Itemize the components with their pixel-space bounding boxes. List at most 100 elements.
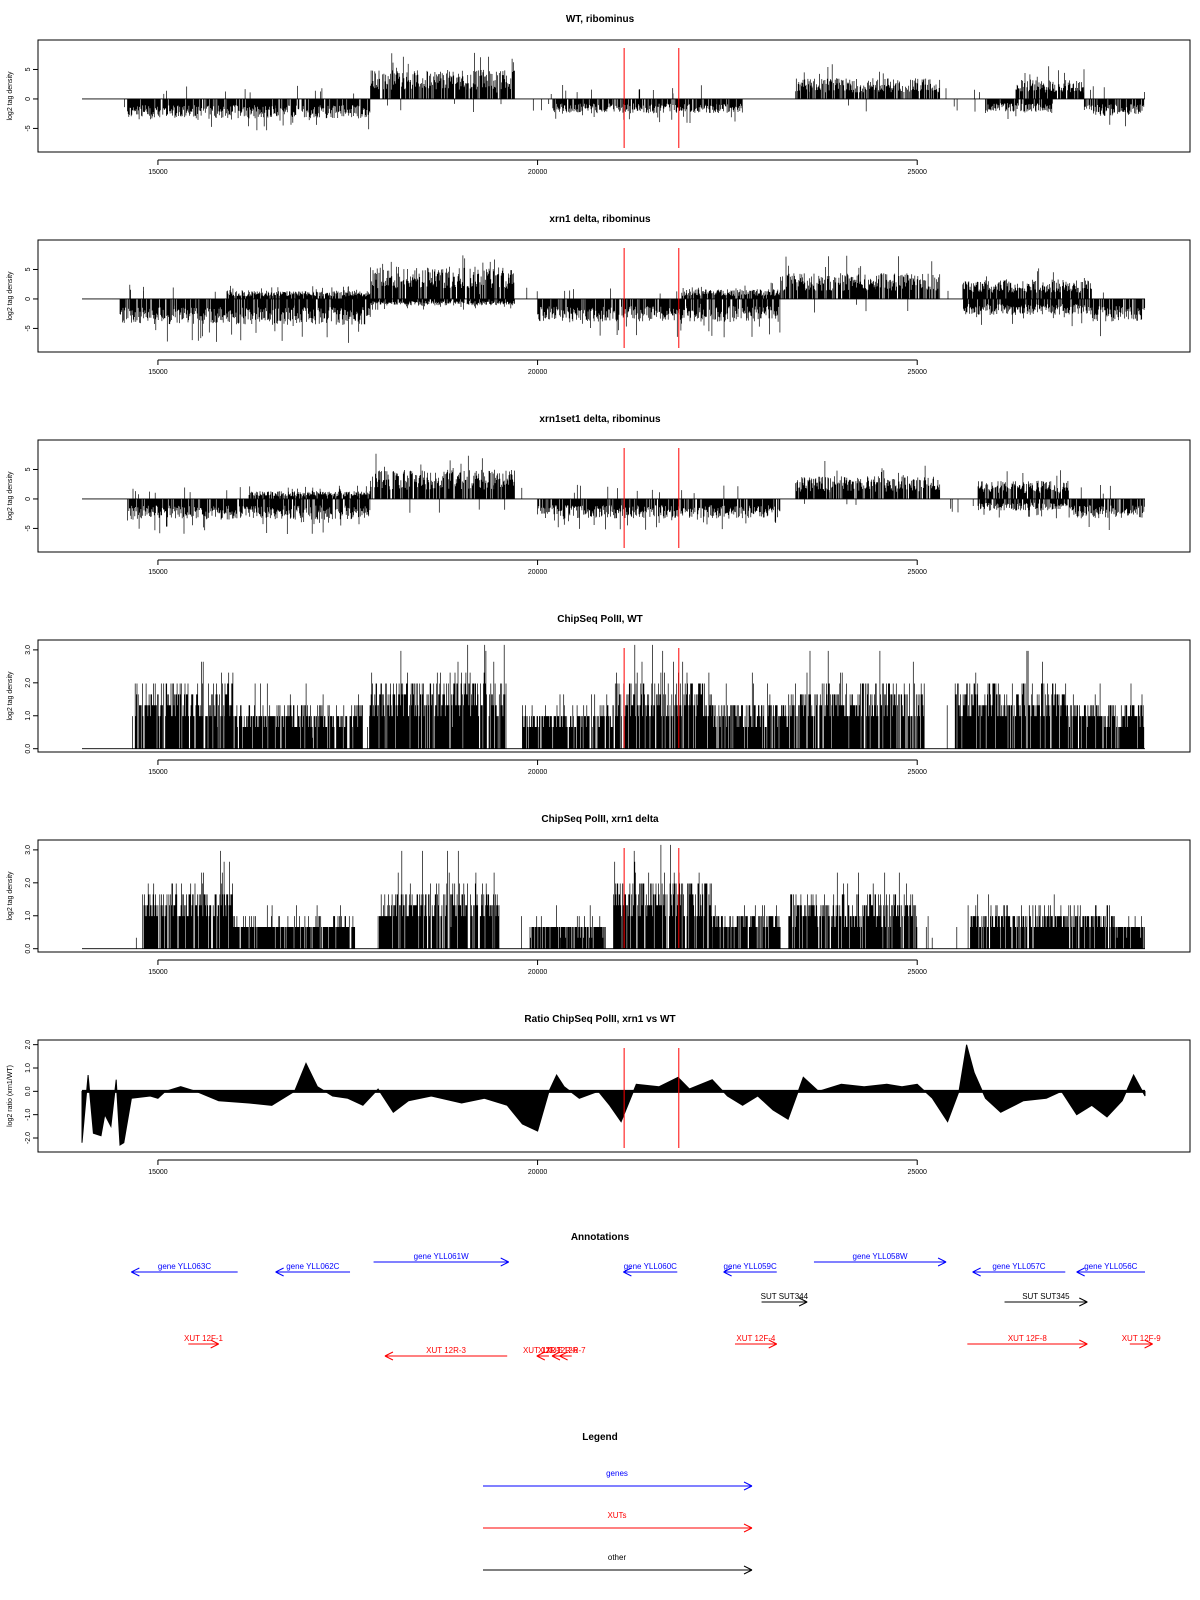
feature-label: XUT 12F-8 [1008,1334,1048,1343]
x-tick-label: 25000 [907,1169,927,1176]
feature-label: XUT 12F-1 [184,1334,224,1343]
signal-path [124,52,1145,131]
x-tick-label: 20000 [528,369,548,376]
plot-frame [37,39,1191,153]
feature-label: XUT 12R-6 [538,1346,578,1355]
legend-arrow-xuts [483,1523,753,1533]
legend-arrow-genes [483,1481,753,1491]
y-axis-label: log2 tag density [7,471,14,521]
feature-label: gene YLL060C [624,1262,677,1271]
feature-arrow [813,1257,947,1267]
feature-label: gene YLL063C [158,1262,211,1271]
y-tick-label: 1.0 [25,711,32,721]
track-panel-2: xrn1 delta, ribominus -5 0 5 log2 tag densit… [7,214,1191,376]
y-axis-label: log2 tag density [7,671,14,721]
feature-label: gene YLL059C [724,1262,777,1271]
feature-arrow [723,1267,777,1277]
x-tick-label: 25000 [907,569,927,576]
signal-bars [135,844,1145,949]
y-tick-label: 0.0 [25,1086,32,1096]
panel-title: WT, ribominus [566,14,635,25]
signal-bars [132,644,1145,749]
feature-arrow [536,1351,549,1361]
feature-arrow [1004,1297,1088,1307]
y-tick-label: 2.0 [25,1040,32,1050]
y-tick-label: 1.0 [25,1063,32,1073]
signal-bars [124,52,1145,131]
track-panel-6: Ratio ChipSeq PolII, xrn1 vs WT -2.0 -1.0 0… [7,1014,1191,1176]
feature-label: XUT 12F-9 [1122,1334,1162,1343]
feature-arrow [623,1267,678,1277]
legend-arrow-other [483,1565,753,1575]
feature-label: gene YLL062C [286,1262,339,1271]
x-tick-label: 25000 [907,169,927,176]
y-tick-label: 0 [25,97,32,101]
feature-arrow [559,1351,572,1361]
y-tick-label: -5 [25,525,32,531]
feature-arrow [275,1267,351,1277]
x-tick-label: 15000 [148,769,168,776]
feature-arrow [188,1339,219,1349]
feature-label: XUT 12F-4 [736,1334,776,1343]
x-tick-label: 20000 [528,569,548,576]
x-tick-label: 20000 [528,1169,548,1176]
legend: Legend genes XUTs other [483,1432,753,1575]
y-tick-label: 5 [25,467,32,471]
x-tick-label: 15000 [148,169,168,176]
annotations-title: Annotations [571,1232,630,1243]
track-panel-5: ChipSeq PolII, xrn1 delta 0.0 1.0 2.0 3.0 log… [7,814,1191,976]
signal-path [135,844,1145,949]
feature-label: SUT SUT344 [761,1292,809,1301]
ratio-area [81,1044,1146,1146]
y-tick-label: 0 [25,297,32,301]
y-tick-label: 5 [25,67,32,71]
feature-label: SUT SUT345 [1022,1292,1070,1301]
panel-title: Ratio ChipSeq PolII, xrn1 vs WT [524,1014,675,1025]
feature-arrow [131,1267,238,1277]
y-tick-label: -2.0 [25,1132,32,1144]
feature-label: gene YLL058W [853,1252,908,1261]
y-tick-label: 2.0 [25,678,32,688]
feature-label: XUT 12R-5 [523,1346,563,1355]
legend-label: XUTs [607,1511,626,1520]
feature-arrow [967,1339,1088,1349]
panel-title: xrn1 delta, ribominus [549,214,651,225]
feature-label: gene YLL056C [1084,1262,1137,1271]
feature-arrow [761,1297,808,1307]
x-tick-label: 15000 [148,569,168,576]
track-panel-1: WT, ribominus -5 0 5 log2 tag density 15000 20… [7,14,1191,176]
y-tick-label: 5 [25,267,32,271]
x-tick-label: 15000 [148,369,168,376]
y-tick-label: 0.0 [25,744,32,754]
signal-bars [119,255,1146,343]
x-tick-label: 25000 [907,369,927,376]
x-tick-label: 15000 [148,969,168,976]
signal-path [132,644,1145,749]
feature-arrow [1129,1339,1153,1349]
y-tick-label: -1.0 [25,1109,32,1121]
legend-label: genes [606,1469,628,1478]
feature-arrow [734,1339,777,1349]
track-panel-3: xrn1set1 delta, ribominus -5 0 5 log2 tag de… [7,414,1191,576]
plot-frame [37,1039,1191,1153]
y-axis-label: log2 tag density [7,71,14,121]
feature-arrow [972,1267,1066,1277]
panel-title: ChipSeq PolII, xrn1 delta [541,814,659,825]
x-tick-label: 25000 [907,769,927,776]
y-tick-label: -5 [25,125,32,131]
signal-bars [127,453,1145,534]
plot-frame [37,639,1191,753]
x-tick-label: 25000 [907,969,927,976]
legend-label: other [608,1553,627,1562]
plot-frame [37,839,1191,953]
signal-path [119,255,1146,343]
y-tick-label: -5 [25,325,32,331]
panel-title: ChipSeq PolII, WT [557,614,643,625]
y-tick-label: 0 [25,497,32,501]
signal-path [127,453,1145,534]
feature-label: XUT 12R-7 [546,1346,586,1355]
y-axis-label: log2 ratio (xrn1/WT) [7,1065,14,1127]
feature-label: gene YLL057C [992,1262,1045,1271]
x-tick-label: 20000 [528,969,548,976]
